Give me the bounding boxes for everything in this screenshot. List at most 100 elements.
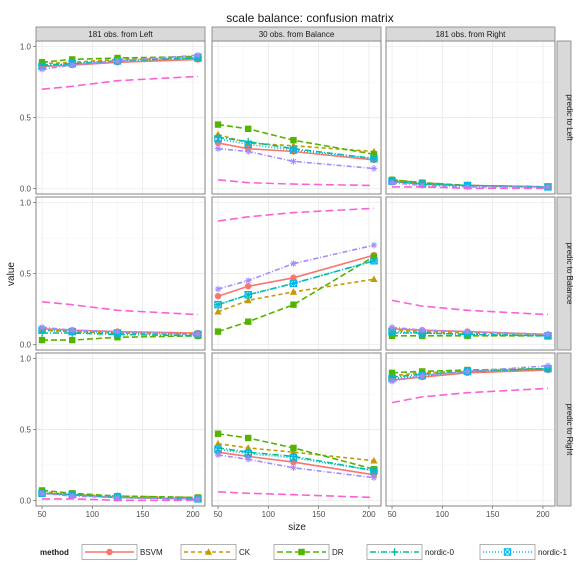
data-point-dr [245, 125, 252, 133]
data-point-ck [289, 448, 298, 455]
series-line-nordic-0 [217, 136, 375, 160]
series-line-dr [217, 123, 375, 156]
x-tick-label: 50 [388, 510, 397, 519]
x-axis-title: size [288, 522, 306, 533]
x-tick-label: 50 [214, 510, 223, 519]
series-line-bsvm [217, 254, 375, 297]
data-point-ck [289, 288, 298, 295]
legend-item-dr: DR [273, 544, 344, 560]
facet-panels: 181 obs. from Left 30 obs. from Balance 18… [20, 26, 574, 519]
x-tick-label: 200 [362, 510, 376, 519]
series-line-svr [41, 301, 199, 316]
row-strip-1: predic to Left [556, 40, 574, 195]
series-line-nordic-1 [391, 180, 549, 188]
data-point-nordic-2 [245, 148, 252, 155]
data-point-nordic-2 [69, 492, 76, 500]
row-strip-3: predic to Right [556, 352, 574, 507]
series-line-nordic-1 [41, 57, 199, 68]
series-line-nordic-2 [391, 181, 548, 188]
data-point-nordic-2 [245, 277, 252, 284]
data-point-nordic-1 [244, 291, 252, 299]
series-line-ck [391, 329, 549, 336]
data-point-ck [244, 296, 252, 304]
data-point-ck [214, 439, 222, 447]
y-tick-label: 0.0 [20, 496, 32, 505]
panel-border [385, 352, 556, 507]
data-point-nordic-2 [370, 165, 378, 172]
data-point-nordic-2 [419, 326, 426, 334]
column-strip-label: 181 obs. from Right [436, 30, 507, 39]
legend-label: CK [239, 548, 251, 557]
legend-label: BSVM [140, 548, 163, 557]
x-tick-label: 150 [136, 510, 150, 519]
panel-border [211, 352, 382, 507]
series-line-ck [217, 442, 375, 462]
data-point-nordic-2 [214, 145, 222, 152]
data-point-dr [245, 434, 252, 442]
legend-marker-nordic-1 [503, 548, 512, 556]
series-line-svr [41, 75, 199, 90]
facet-panel-2-2 [211, 196, 382, 351]
facet-panel-1-3 [385, 40, 556, 195]
legend-title: method [40, 548, 69, 557]
data-point-nordic-2 [69, 326, 76, 334]
column-strip-2: 30 obs. from Balance [211, 26, 382, 42]
data-point-nordic-1 [244, 140, 252, 149]
data-point-nordic-1 [214, 135, 222, 143]
row-strip-2: predic to Balance [556, 196, 574, 351]
data-point-dr [370, 151, 378, 158]
legend-marker-nordic-0 [390, 548, 399, 556]
legend-marker-bsvm [106, 548, 113, 556]
data-point-dr [290, 136, 297, 144]
row-strip-label: predic to Left [565, 94, 574, 141]
column-strip-label: 30 obs. from Balance [259, 30, 335, 39]
data-point-dr [370, 253, 378, 260]
series-line-nordic-1 [217, 260, 375, 306]
facet-panel-2-3 [385, 196, 556, 351]
row-strip-label: predic to Balance [565, 243, 574, 305]
data-point-nordic-2 [544, 362, 552, 369]
legend-item-nordic-1: nordic-1 [479, 544, 567, 560]
row-strip-label: predic to Right [565, 404, 574, 456]
data-point-nordic-2 [544, 183, 552, 191]
data-point-dr [290, 444, 297, 452]
legend-marker-ck [204, 548, 213, 555]
data-point-nordic-0 [289, 452, 298, 461]
data-point-nordic-2 [464, 368, 471, 375]
data-point-nordic-1 [370, 466, 378, 475]
data-point-dr [388, 369, 396, 377]
data-point-nordic-2 [38, 324, 46, 331]
y-tick-label: 0.0 [20, 340, 32, 349]
x-tick-label: 100 [86, 510, 100, 519]
data-point-nordic-2 [194, 495, 202, 503]
panel-border [385, 196, 556, 351]
data-point-nordic-2 [419, 182, 426, 189]
series-line-svr [217, 491, 375, 499]
legend-label: nordic-0 [425, 548, 454, 557]
series-line-ck [217, 278, 375, 313]
series-line-nordic-2 [41, 54, 199, 71]
data-point-nordic-1 [244, 449, 252, 458]
data-point-dr [214, 430, 222, 437]
legend-item-nordic-0: nordic-0 [366, 544, 454, 560]
series-line-nordic-0 [42, 332, 199, 337]
data-point-nordic-2 [245, 456, 252, 463]
x-tick-label: 150 [312, 510, 326, 519]
data-point-nordic-2 [114, 328, 121, 335]
data-point-nordic-2 [38, 66, 46, 73]
data-point-nordic-2 [290, 158, 297, 165]
series-line-bsvm [217, 451, 375, 476]
data-point-ck [370, 456, 378, 464]
data-point-dr [69, 56, 76, 63]
series-line-svr [217, 207, 375, 222]
data-point-nordic-2 [388, 179, 396, 186]
y-tick-label: 0.5 [20, 270, 32, 279]
column-strip-3: 181 obs. from Right [385, 26, 556, 42]
data-point-dr [69, 336, 76, 344]
data-point-nordic-1 [289, 279, 298, 288]
data-point-nordic-0 [244, 448, 252, 456]
data-point-nordic-2 [194, 331, 202, 338]
legend-item-ck: CK [180, 544, 251, 560]
data-point-dr [290, 301, 297, 308]
